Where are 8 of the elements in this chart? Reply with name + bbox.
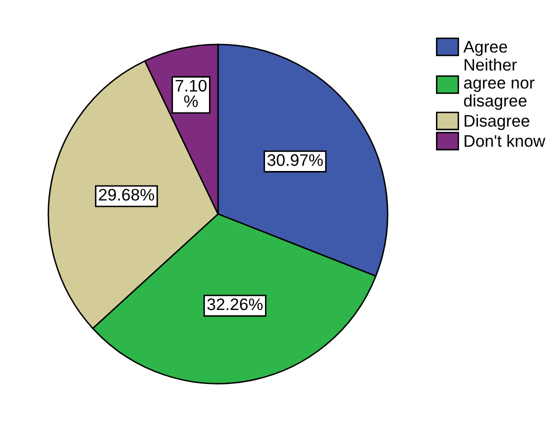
legend-label: Don't know [464,134,546,147]
data-label: 29.68% [99,188,154,201]
legend-label: Agree [463,41,508,56]
legend-label: Neither agree nor disagree [464,58,534,110]
data-label: 7.10 % [176,80,207,108]
data-label: 32.26% [207,298,263,310]
legend-label: Disagree [464,114,530,130]
data-label: 30.97% [267,154,323,166]
